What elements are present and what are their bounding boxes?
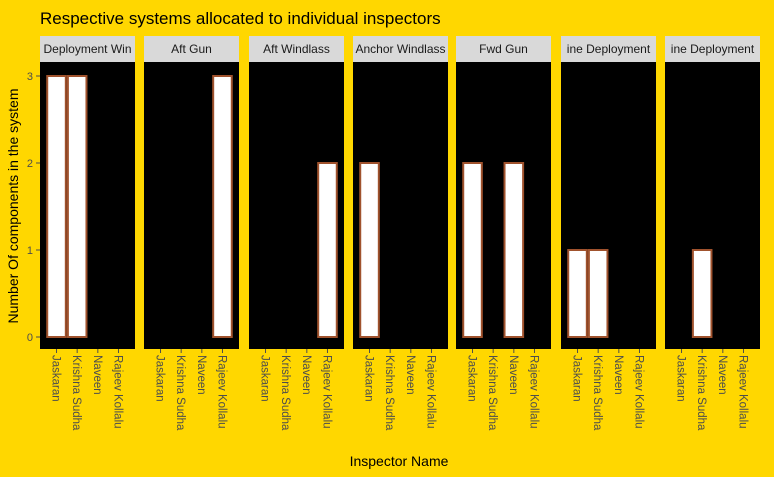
bar (691, 249, 713, 338)
x-tick-label: Naveen (404, 355, 416, 395)
facet-panel: ine Deployment Jaskaran Krishna Sudha Navee… (561, 36, 656, 431)
facet-strip (665, 36, 760, 62)
y-tick-label: 3 (27, 71, 33, 83)
bar (66, 75, 88, 338)
facet-strip (353, 36, 448, 62)
x-tick-label: Rajeev Kollalu (632, 355, 644, 429)
x-tick-label: Naveen (300, 355, 312, 395)
x-tick-label: Rajeev Kollalu (424, 355, 436, 429)
x-tick-label: Jaskaran (571, 355, 583, 402)
facet-panel: Deployment Win Jaskaran Krishna Sudha Navee… (40, 36, 135, 431)
bar (359, 162, 380, 338)
x-tick-label: Rajeev Kollalu (736, 355, 748, 429)
bar (46, 75, 67, 338)
bar (317, 162, 338, 338)
x-tick-label: Krishna Sudha (695, 355, 707, 431)
facet-strip-label: Deployment Win (43, 42, 131, 56)
x-tick-label: Jaskaran (50, 355, 62, 402)
facet-strip-label: Aft Windlass (263, 42, 330, 56)
x-tick-label: Jaskaran (363, 355, 375, 402)
bar (587, 249, 609, 338)
x-tick-label: Krishna Sudha (486, 355, 498, 431)
y-axis-label: Number Of components in the system (5, 89, 21, 324)
y-tick-label: 0 (27, 332, 33, 344)
y-axis: 0 1 2 3 (27, 71, 40, 344)
x-tick-label: Rajeev Kollalu (527, 355, 539, 429)
x-tick-label: Jaskaran (259, 355, 271, 402)
x-tick-label: Krishna Sudha (383, 355, 395, 431)
facet-panel: Fwd Gun Jaskaran Krishna Sudha Naveen Rajeev… (456, 36, 551, 431)
facet-strip (456, 36, 551, 62)
x-tick-label: Naveen (195, 355, 207, 395)
bar (567, 249, 588, 338)
x-tick-label: Krishna Sudha (70, 355, 82, 431)
x-tick-label: Krishna Sudha (174, 355, 186, 431)
x-axis-label: Inspector Name (350, 453, 449, 469)
x-tick-label: Rajeev Kollalu (320, 355, 332, 429)
facet-strip-label: Aft Gun (171, 42, 212, 56)
x-tick-label: Jaskaran (154, 355, 166, 402)
facet-strip (144, 36, 239, 62)
y-tick-label: 2 (27, 158, 33, 170)
x-tick-label: Krishna Sudha (279, 355, 291, 431)
x-tick-label: Jaskaran (675, 355, 687, 402)
chart-title: Respective systems allocated to individu… (40, 9, 441, 28)
facet-panels: Deployment Win Jaskaran Krishna Sudha Navee… (40, 36, 760, 431)
facet-panel: Aft Gun Jaskaran Krishna Sudha Naveen Rajeev… (144, 36, 239, 431)
bar (503, 162, 525, 338)
x-tick-label: Naveen (91, 355, 103, 395)
bar (212, 75, 233, 338)
facet-panel: Anchor Windlass Jaskaran Krishna Sudha Nave… (353, 36, 448, 431)
x-tick-label: Krishna Sudha (591, 355, 603, 431)
facet-strip (249, 36, 344, 62)
facet-panel-background (665, 62, 760, 349)
facet-strip-label: Anchor Windlass (355, 42, 445, 56)
facet-panel: ine Deployment Jaskaran Krishna Sudha Navee… (665, 36, 760, 431)
x-tick-label: Naveen (507, 355, 519, 395)
x-tick-label: Jaskaran (466, 355, 478, 402)
bar (462, 162, 483, 338)
y-tick-label: 1 (27, 245, 33, 257)
x-tick-label: Naveen (716, 355, 728, 395)
x-tick-label: Rajeev Kollalu (111, 355, 123, 429)
facet-strip (561, 36, 656, 62)
facet-strip-label: Fwd Gun (479, 42, 528, 56)
facet-strip-label: ine Deployment (671, 42, 755, 56)
x-tick-label: Naveen (612, 355, 624, 395)
facet-strip-label: ine Deployment (567, 42, 651, 56)
x-tick-label: Rajeev Kollalu (215, 355, 227, 429)
facet-panel: Aft Windlass Jaskaran Krishna Sudha Naveen R… (249, 36, 344, 431)
facet-strip (40, 36, 135, 62)
